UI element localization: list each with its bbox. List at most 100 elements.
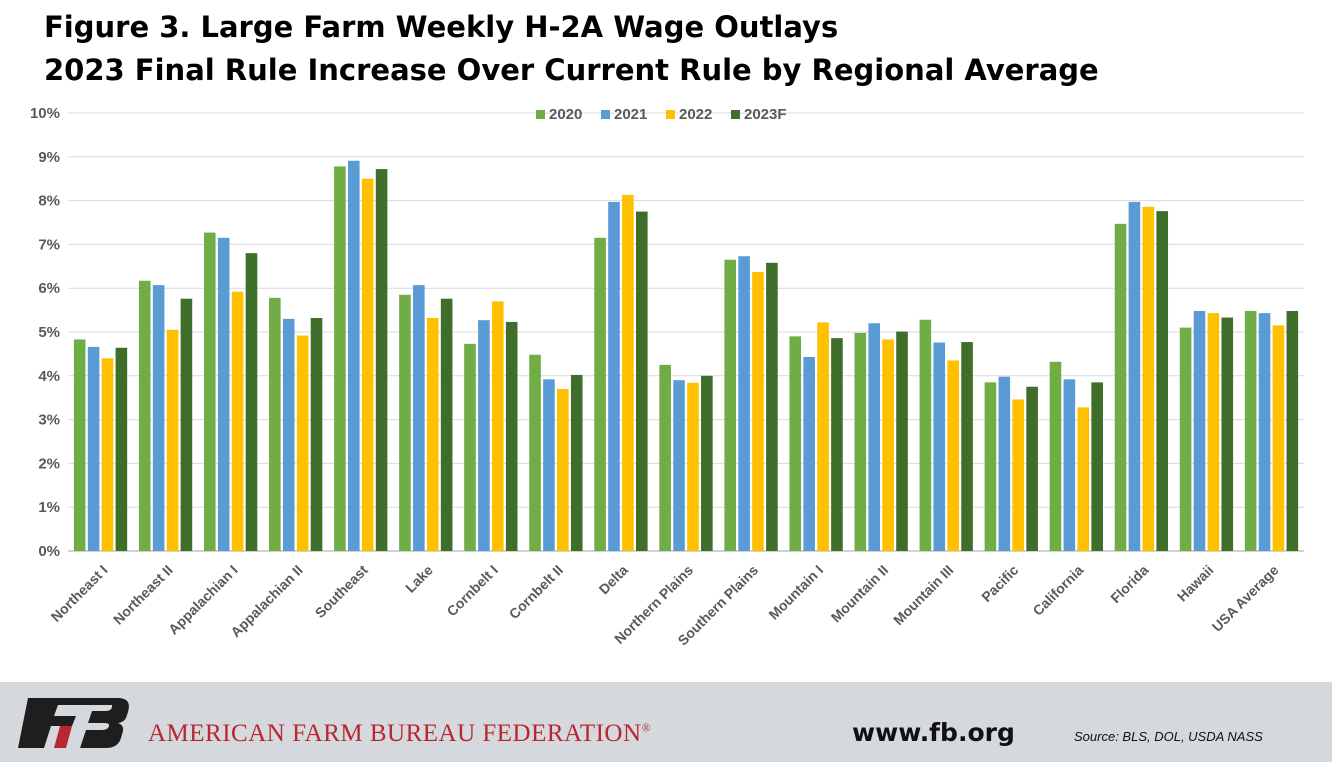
bar-chart: 0% 1% 2% 3% 4% 5% 6% 7% 8% 9% 10% Northeast I North… bbox=[30, 105, 1304, 649]
y-tick-label: 8% bbox=[38, 193, 60, 210]
website-url[interactable]: www.fb.org bbox=[852, 718, 1015, 747]
source-note: Source: BLS, DOL, USDA NASS bbox=[1074, 729, 1263, 744]
bar-2023F bbox=[245, 253, 258, 551]
bar-2023F bbox=[1091, 382, 1103, 551]
farm-bureau-logo-icon bbox=[18, 698, 129, 748]
bar-2021 bbox=[413, 285, 425, 551]
legend-label: 2020 bbox=[549, 106, 582, 123]
bar-2021 bbox=[673, 380, 685, 551]
bar-2023F bbox=[570, 374, 583, 551]
bar-2020 bbox=[73, 339, 86, 551]
bar-2021 bbox=[803, 356, 815, 551]
bar-2020 bbox=[399, 294, 411, 551]
bar-2020 bbox=[269, 297, 281, 551]
bar-2020 bbox=[1179, 327, 1192, 551]
bar-2023F bbox=[831, 338, 843, 551]
organization-name: AMERICAN FARM BUREAU FEDERATION® bbox=[148, 720, 651, 748]
bar-2021 bbox=[1193, 310, 1206, 551]
bar-2022 bbox=[1272, 325, 1285, 551]
bar-2020 bbox=[789, 336, 802, 551]
bar-2022 bbox=[882, 339, 894, 551]
y-tick-label: 10% bbox=[30, 105, 60, 122]
legend: 2020 2021 2022 2023F bbox=[536, 106, 787, 123]
bar-2023F bbox=[115, 347, 128, 551]
y-tick-label: 3% bbox=[38, 412, 60, 429]
y-tick-label: 7% bbox=[38, 236, 60, 253]
x-tick-label: Florida bbox=[1107, 562, 1151, 606]
x-tick-label: Hawaii bbox=[1174, 562, 1217, 605]
x-tick-label: Cornbelt II bbox=[506, 562, 566, 622]
x-tick-label: Southeast bbox=[312, 562, 371, 621]
bar-2021 bbox=[478, 320, 490, 551]
bar-2023F bbox=[961, 342, 973, 551]
legend-swatch bbox=[601, 110, 610, 119]
chart-title-line-2: 2023 Final Rule Increase Over Current Ru… bbox=[44, 53, 1099, 87]
bar-2022 bbox=[491, 301, 504, 551]
bar-2021 bbox=[998, 376, 1011, 551]
bar-2022 bbox=[1142, 206, 1155, 551]
bar-2021 bbox=[87, 346, 100, 551]
bar-2023F bbox=[1026, 386, 1038, 551]
legend-label: 2023F bbox=[744, 106, 787, 123]
legend-label: 2021 bbox=[614, 106, 647, 123]
x-tick-label: Mountain I bbox=[765, 562, 826, 623]
bar-2020 bbox=[594, 237, 606, 551]
bar-2021 bbox=[738, 256, 750, 551]
bar-2022 bbox=[166, 329, 179, 551]
bar-2023F bbox=[505, 321, 518, 551]
registered-mark: ® bbox=[641, 720, 652, 735]
bar-2020 bbox=[1114, 223, 1127, 551]
bar-2022 bbox=[947, 360, 959, 551]
bar-2020 bbox=[919, 319, 932, 551]
bar-2020 bbox=[203, 232, 216, 551]
x-tick-label: Northeast I bbox=[48, 562, 111, 625]
bar-2021 bbox=[217, 237, 230, 551]
bar-2020 bbox=[1244, 310, 1257, 551]
bar-2023F bbox=[180, 298, 193, 551]
bar-2023F bbox=[1286, 310, 1299, 551]
bar-2020 bbox=[984, 382, 997, 551]
y-tick-label: 0% bbox=[38, 543, 60, 560]
bar-2022 bbox=[1077, 407, 1090, 551]
bar-2023F bbox=[310, 317, 323, 551]
bar-2022 bbox=[687, 382, 699, 551]
y-tick-label: 5% bbox=[38, 324, 60, 341]
bar-2023F bbox=[1156, 211, 1169, 551]
bar-2021 bbox=[1063, 379, 1076, 551]
legend-swatch bbox=[731, 110, 740, 119]
bar-2022 bbox=[101, 358, 114, 551]
y-tick-label: 6% bbox=[38, 280, 60, 297]
bar-2022 bbox=[817, 322, 829, 551]
bar-2023F bbox=[635, 211, 648, 552]
legend-label: 2022 bbox=[679, 106, 712, 123]
bar-2023F bbox=[1221, 317, 1234, 551]
x-tick-label: California bbox=[1029, 562, 1086, 619]
bar-2020 bbox=[529, 354, 541, 551]
bar-2022 bbox=[426, 317, 439, 551]
footer-bar: AMERICAN FARM BUREAU FEDERATION® www.fb.… bbox=[0, 682, 1332, 762]
organization-name-text: AMERICAN FARM BUREAU FEDERATION bbox=[148, 720, 642, 747]
bar-2022 bbox=[752, 271, 764, 551]
bar-2022 bbox=[296, 335, 309, 551]
bar-2022 bbox=[622, 194, 634, 551]
x-tick-label: Delta bbox=[596, 562, 632, 598]
bar-2021 bbox=[608, 201, 620, 551]
bar-2020 bbox=[724, 259, 737, 551]
bar-2020 bbox=[854, 332, 867, 551]
y-tick-label: 9% bbox=[38, 149, 60, 166]
bar-2021 bbox=[868, 323, 881, 551]
bar-2023F bbox=[896, 331, 908, 551]
bar-2020 bbox=[138, 280, 151, 551]
bar-2022 bbox=[231, 291, 244, 551]
bars bbox=[73, 160, 1299, 552]
bar-2021 bbox=[1258, 313, 1271, 551]
bar-2021 bbox=[347, 160, 360, 551]
bar-2020 bbox=[464, 343, 476, 551]
bar-2021 bbox=[933, 342, 946, 551]
bar-2022 bbox=[361, 178, 374, 551]
bar-2022 bbox=[1207, 313, 1220, 551]
bar-2021 bbox=[282, 318, 295, 551]
bar-2020 bbox=[1049, 361, 1062, 551]
chart-title-line-1: Figure 3. Large Farm Weekly H-2A Wage Ou… bbox=[44, 10, 839, 44]
